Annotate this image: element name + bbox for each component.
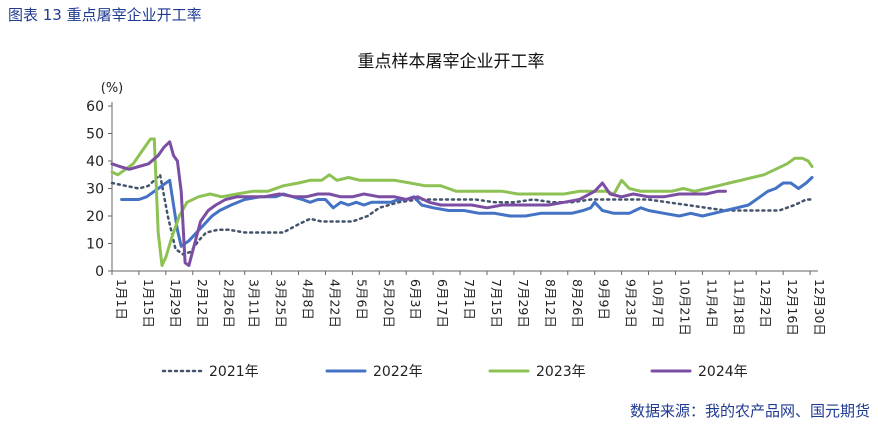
x-tick-label: 3月11日 (247, 279, 262, 328)
x-tick-label: 7月15日 (489, 279, 504, 328)
source-note: 数据来源：我的农产品网、国元期货 (629, 402, 870, 420)
x-tick-label: 2月12日 (195, 279, 210, 328)
series-line-2023 (110, 137, 814, 267)
x-tick-label: 1月1日 (114, 279, 129, 320)
x-ticks: 1月1日 1月15日 1月29日 2月12日 2月26日 3月11日 3月25日 4月8日 4月… (111, 271, 827, 336)
x-tick-label: 12月30日 (812, 279, 827, 336)
x-tick-label: 4月8日 (301, 279, 316, 320)
y-unit-label: (%) (101, 81, 124, 96)
x-tick-label: 8月12日 (543, 279, 558, 328)
y-tick-label: 0 (95, 264, 104, 280)
series-lines (110, 137, 814, 267)
legend-label: 2023年 (536, 364, 586, 380)
x-tick-label: 12月16日 (785, 279, 800, 336)
legend: 2021年 2022年 2023年 2024年 (161, 364, 748, 380)
x-tick-label: 6月17日 (435, 279, 450, 328)
x-tick-label: 12月2日 (758, 279, 773, 328)
x-tick-label: 11月4日 (704, 279, 719, 328)
y-tick-label: 20 (86, 209, 104, 225)
x-tick-label: 7月29日 (516, 279, 531, 328)
x-tick-label: 3月25日 (274, 279, 289, 328)
legend-label: 2022年 (373, 364, 423, 380)
x-tick-label: 9月9日 (597, 279, 612, 320)
x-tick-label: 1月15日 (141, 279, 156, 328)
x-tick-label: 10月7日 (651, 279, 666, 328)
y-tick-label: 40 (86, 154, 104, 170)
x-tick-label: 5月6日 (354, 279, 369, 320)
series-line-2021 (110, 173, 814, 256)
x-tick-label: 5月20日 (381, 279, 396, 328)
figure-caption: 图表 13 重点屠宰企业开工率 (8, 6, 202, 24)
x-tick-label: 11月18日 (731, 279, 746, 336)
x-tick-label: 4月22日 (327, 279, 342, 328)
series-line-2024 (110, 140, 727, 267)
y-tick-label: 50 (86, 127, 104, 143)
legend-label: 2021年 (209, 364, 259, 380)
x-tick-label: 1月29日 (168, 279, 183, 328)
legend-label: 2024年 (698, 364, 748, 380)
y-tick-label: 60 (86, 99, 104, 115)
y-tick-label: 30 (86, 182, 104, 198)
x-tick-label: 2月26日 (222, 279, 237, 328)
y-ticks: 0 10 20 30 40 50 60 (86, 99, 112, 280)
x-tick-label: 10月21日 (677, 279, 692, 336)
y-tick-label: 10 (86, 237, 104, 253)
x-tick-label: 6月3日 (408, 279, 423, 320)
x-tick-label: 7月1日 (462, 279, 477, 320)
x-tick-label: 8月26日 (570, 279, 585, 328)
series-line-2022 (120, 176, 814, 248)
chart-title: 重点样本屠宰企业开工率 (358, 52, 545, 72)
x-tick-label: 9月23日 (624, 279, 639, 328)
